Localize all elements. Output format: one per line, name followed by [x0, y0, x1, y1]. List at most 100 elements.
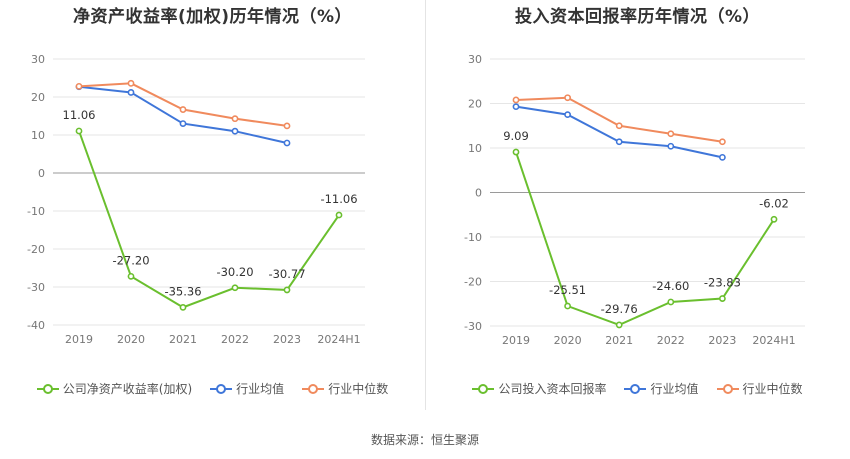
- data-label: -30.20: [216, 265, 253, 279]
- data-point[interactable]: [718, 138, 726, 146]
- y-tick-label: 10: [468, 142, 482, 155]
- y-tick-label: -10: [27, 205, 45, 218]
- data-point[interactable]: [770, 215, 778, 223]
- x-tick-label: 2023: [708, 334, 736, 347]
- data-point[interactable]: [283, 139, 291, 147]
- data-point[interactable]: [718, 153, 726, 161]
- data-label: -29.76: [601, 302, 638, 316]
- data-point[interactable]: [75, 127, 83, 135]
- legend-item[interactable]: 行业均值: [210, 380, 284, 397]
- roe-line-chart: 30 20 10 0 -10 -20 -30 -40 2019 2020 2021 2022 2023 2…: [27, 53, 365, 346]
- series-line: [515, 105, 723, 159]
- y-tick-label: 10: [31, 129, 45, 142]
- data-point[interactable]: [718, 295, 726, 302]
- data-point[interactable]: [564, 111, 571, 119]
- data-point[interactable]: [615, 321, 623, 329]
- chart-legend: 公司投入资本回报率 行业均值 行业中位数: [425, 380, 850, 397]
- data-point[interactable]: [127, 272, 135, 280]
- x-tick-label: 2024H1: [752, 334, 795, 347]
- data-point[interactable]: [283, 286, 291, 294]
- x-tick-label: 2020: [117, 333, 145, 346]
- series-line: [515, 96, 723, 143]
- y-tick-label: 20: [31, 91, 45, 104]
- x-tick-label: 2021: [605, 334, 633, 347]
- data-label: -25.51: [549, 283, 586, 297]
- legend-swatch-icon: [624, 383, 647, 394]
- data-point[interactable]: [512, 148, 520, 156]
- data-point[interactable]: [75, 82, 83, 90]
- data-point[interactable]: [667, 142, 675, 150]
- roe-chart-panel: 净资产收益率(加权)历年情况（%） 30 20 10 0 -10 -20 -30 -40 201…: [0, 0, 425, 410]
- data-point[interactable]: [615, 122, 623, 130]
- legend-label: 行业中位数: [742, 382, 803, 396]
- x-tick-label: 2024H1: [317, 333, 360, 346]
- y-tick-label: 30: [468, 53, 482, 66]
- data-point[interactable]: [231, 115, 239, 123]
- data-label: -6.02: [759, 196, 789, 210]
- data-label: -11.06: [320, 192, 357, 206]
- data-point[interactable]: [179, 303, 187, 311]
- x-tick-label: 2021: [169, 333, 197, 346]
- data-label: -27.20: [112, 253, 149, 267]
- legend-swatch-icon: [210, 383, 233, 394]
- legend-label: 行业均值: [650, 382, 699, 396]
- y-tick-label: -30: [464, 320, 482, 333]
- data-point[interactable]: [127, 79, 135, 87]
- legend-swatch-icon: [716, 383, 739, 394]
- legend-item[interactable]: 行业中位数: [716, 380, 803, 397]
- data-point[interactable]: [564, 302, 571, 310]
- legend-item[interactable]: 公司净资产收益率(加权): [36, 380, 193, 397]
- y-tick-label: 20: [468, 98, 482, 111]
- legend-swatch-icon: [302, 383, 325, 394]
- series-line: [515, 151, 775, 327]
- data-label: 9.09: [503, 129, 529, 143]
- y-tick-label: 0: [475, 187, 482, 200]
- data-point[interactable]: [667, 298, 675, 306]
- x-tick-label: 2020: [554, 334, 582, 347]
- data-point[interactable]: [231, 127, 239, 135]
- data-point[interactable]: [512, 96, 520, 104]
- data-point[interactable]: [179, 120, 187, 127]
- data-point[interactable]: [564, 94, 571, 102]
- y-tick-label: -20: [464, 276, 482, 289]
- roic-chart-panel: 投入资本回报率历年情况（%） 30 20 10 0 -10 -20 -30 2019 2020 2…: [425, 0, 850, 410]
- data-point[interactable]: [615, 138, 623, 146]
- legend-swatch-icon: [472, 383, 495, 394]
- panel-divider: [425, 0, 426, 410]
- legend-item[interactable]: 行业中位数: [302, 380, 388, 397]
- x-tick-label: 2022: [657, 334, 685, 347]
- data-point[interactable]: [179, 106, 187, 113]
- legend-item[interactable]: 公司投入资本回报率: [472, 380, 606, 397]
- x-tick-label: 2019: [65, 333, 93, 346]
- legend-label: 公司投入资本回报率: [498, 382, 607, 396]
- data-label: -35.36: [164, 284, 201, 298]
- data-source-note: 数据来源：恒生聚源: [370, 433, 479, 447]
- data-point[interactable]: [512, 103, 520, 111]
- y-tick-label: 0: [38, 167, 45, 180]
- data-point[interactable]: [335, 211, 343, 219]
- legend-label: 公司净资产收益率(加权): [62, 382, 193, 396]
- y-tick-label: -10: [464, 231, 482, 244]
- y-tick-label: -30: [27, 281, 45, 294]
- data-label: 11.06: [63, 108, 96, 122]
- x-tick-label: 2023: [273, 333, 301, 346]
- y-tick-label: 30: [31, 53, 45, 66]
- x-tick-label: 2019: [502, 334, 530, 347]
- data-point[interactable]: [667, 130, 675, 138]
- data-label: -30.77: [268, 267, 305, 281]
- chart-title: 净资产收益率(加权)历年情况（%）: [72, 7, 353, 27]
- series-line: [78, 130, 340, 309]
- roic-line-chart: 30 20 10 0 -10 -20 -30 2019 2020 2021 2022 2023 2024…: [464, 53, 805, 347]
- legend-label: 行业中位数: [328, 382, 389, 396]
- data-label: -24.60: [652, 279, 689, 293]
- chart-legend: 公司净资产收益率(加权) 行业均值 行业中位数: [0, 380, 425, 397]
- legend-item[interactable]: 行业均值: [624, 380, 699, 397]
- y-tick-label: -40: [27, 319, 45, 332]
- y-tick-label: -20: [27, 243, 45, 256]
- x-tick-label: 2022: [221, 333, 249, 346]
- data-label: -23.83: [704, 276, 741, 290]
- data-point[interactable]: [231, 284, 239, 292]
- data-point[interactable]: [127, 89, 135, 96]
- data-point[interactable]: [283, 122, 291, 130]
- legend-swatch-icon: [36, 383, 59, 394]
